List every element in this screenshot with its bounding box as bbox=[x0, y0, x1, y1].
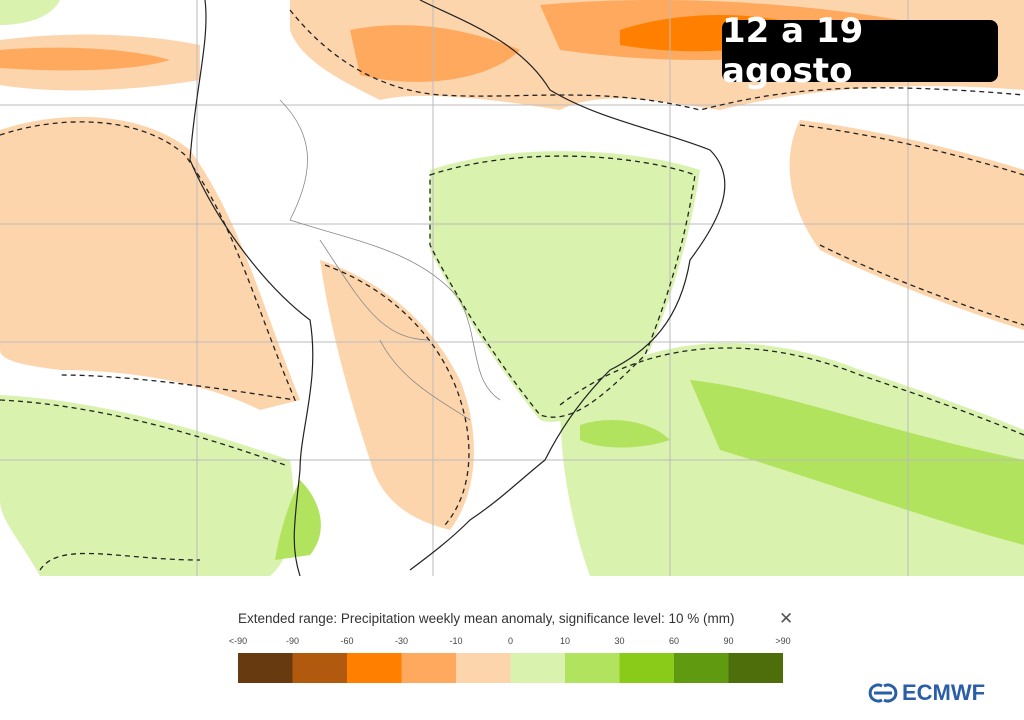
legend-swatch bbox=[510, 653, 565, 683]
legend-swatch bbox=[292, 653, 347, 683]
date-badge: 12 a 19 agosto bbox=[722, 11, 998, 91]
logo-text: ECMWF bbox=[902, 680, 986, 705]
logo: ECMWF bbox=[868, 680, 985, 706]
grid bbox=[0, 0, 1024, 576]
legend-swatch bbox=[347, 653, 402, 683]
borders bbox=[279, 99, 501, 421]
legend-label: -90 bbox=[286, 636, 299, 646]
legend-swatch bbox=[238, 653, 293, 683]
close-button[interactable]: ✕ bbox=[779, 609, 794, 628]
legend-label: 60 bbox=[669, 636, 679, 646]
legend-swatch bbox=[674, 653, 729, 683]
legend-swatch bbox=[728, 653, 783, 683]
positive-anomaly bbox=[0, 0, 1024, 576]
legend-swatch bbox=[565, 653, 620, 683]
legend-label: -30 bbox=[395, 636, 408, 646]
legend-swatch bbox=[401, 653, 456, 683]
legend-title: Extended range: Precipitation weekly mea… bbox=[238, 611, 735, 626]
legend-label: 30 bbox=[614, 636, 624, 646]
significance-contours bbox=[0, 9, 1024, 571]
legend: <-90 -90 -60 -30 -10 0 10 30 60 90 >90 bbox=[229, 636, 791, 683]
strong-positive-anomaly bbox=[275, 380, 1024, 560]
coastline bbox=[189, 0, 726, 576]
legend-label: <-90 bbox=[229, 636, 247, 646]
legend-swatch bbox=[456, 653, 511, 683]
logo-icon bbox=[868, 683, 898, 703]
legend-label: 0 bbox=[508, 636, 513, 646]
legend-label: 10 bbox=[560, 636, 570, 646]
legend-swatch bbox=[619, 653, 674, 683]
legend-label: >90 bbox=[775, 636, 790, 646]
legend-label: 90 bbox=[723, 636, 733, 646]
legend-label: -10 bbox=[449, 636, 462, 646]
legend-label: -60 bbox=[340, 636, 353, 646]
